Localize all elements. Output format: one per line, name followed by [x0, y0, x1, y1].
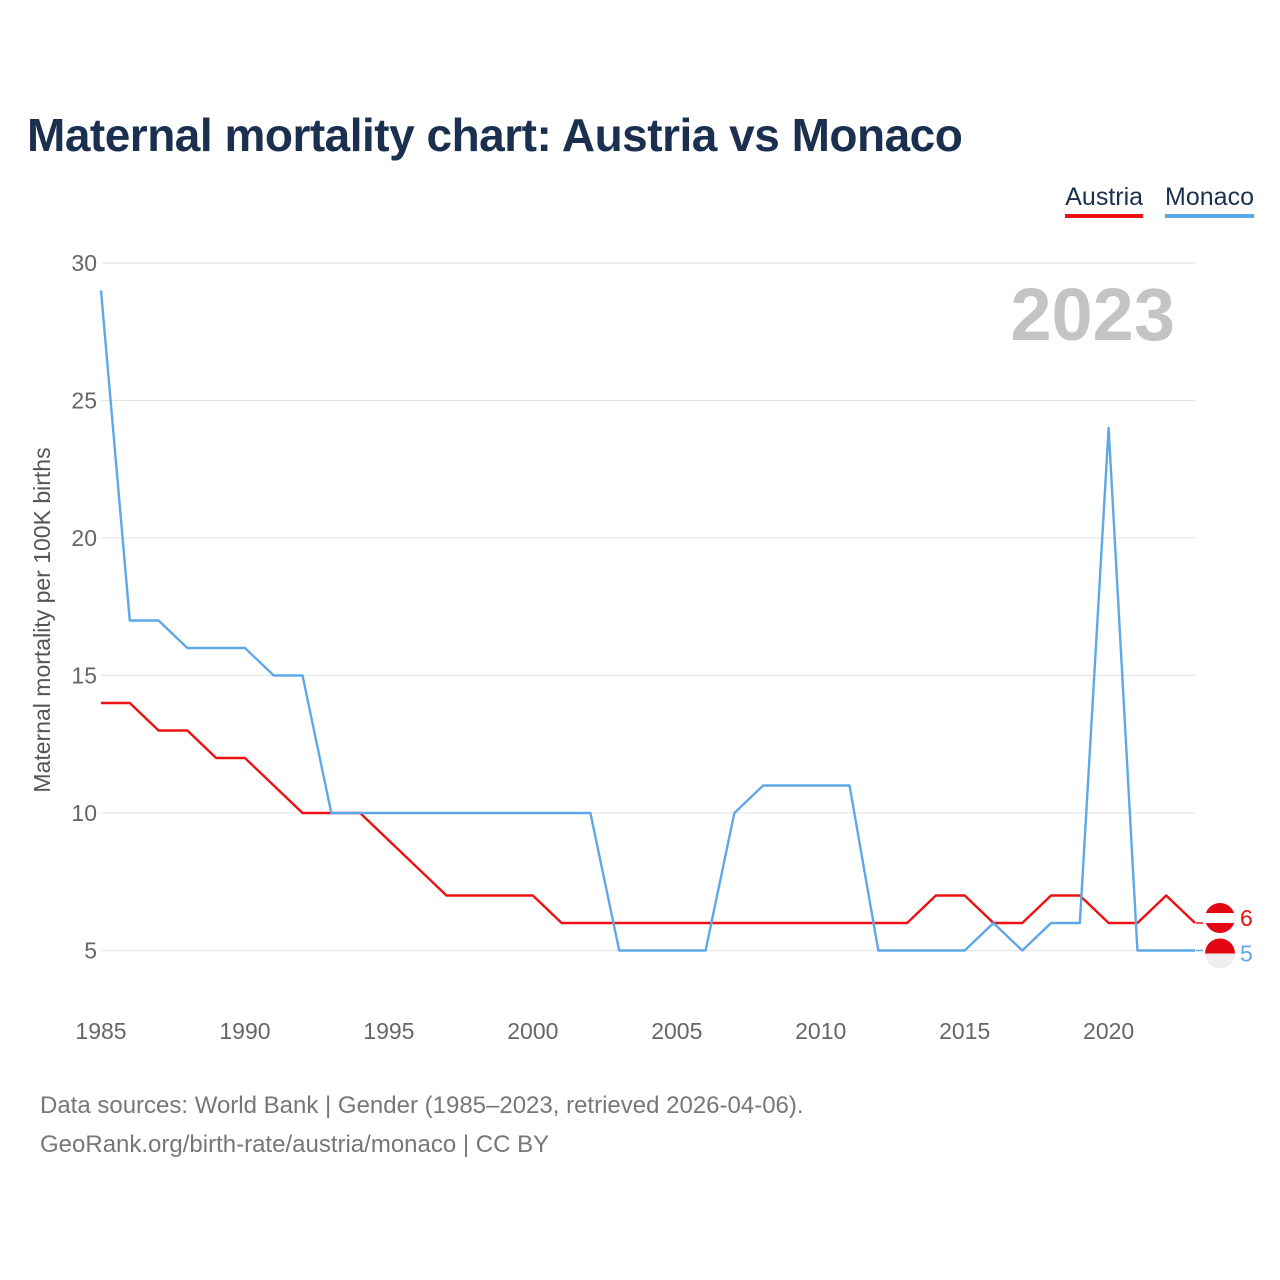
- series-lines: [99, 290, 1196, 952]
- year-watermark: 2023: [1010, 273, 1175, 356]
- monaco-flag-red: [1205, 938, 1235, 954]
- austria-flag-icon: [1205, 903, 1235, 933]
- x-tick-label: 1985: [75, 1018, 126, 1044]
- y-axis-label: Maternal mortality per 100K births: [29, 447, 55, 792]
- x-tick-label: 2015: [939, 1018, 990, 1044]
- y-tick-label: 30: [71, 250, 97, 276]
- y-tick-label: 10: [71, 800, 97, 826]
- x-tick-label: 2020: [1083, 1018, 1134, 1044]
- y-tick-label: 5: [84, 938, 97, 964]
- x-tick-label: 2000: [507, 1018, 558, 1044]
- monaco-flag-white: [1205, 953, 1235, 969]
- end-label-monaco: 5: [1240, 941, 1253, 967]
- sources-line-1: Data sources: World Bank | Gender (1985–…: [40, 1092, 804, 1119]
- y-tick-label: 20: [71, 525, 97, 551]
- sources-line-2[interactable]: GeoRank.org/birth-rate/austria/monaco | …: [40, 1131, 550, 1158]
- grid-lines: [101, 262, 1195, 952]
- x-tick-label: 2005: [651, 1018, 702, 1044]
- chart-title: Maternal mortality chart: Austria vs Mon…: [27, 109, 963, 161]
- legend: Austria Monaco: [1065, 183, 1254, 218]
- x-tick-label: 1995: [363, 1018, 414, 1044]
- x-tick-label: 2010: [795, 1018, 846, 1044]
- legend-item-monaco[interactable]: Monaco: [1165, 183, 1254, 218]
- series-line-monaco: [99, 290, 1195, 952]
- y-tick-label: 15: [71, 663, 97, 689]
- x-axis-ticks: 1985 1990 1995 2000 2005 2010 2015 2020: [75, 1018, 1134, 1044]
- legend-item-austria[interactable]: Austria: [1065, 183, 1144, 218]
- end-markers: 65: [1196, 903, 1253, 969]
- end-label-austria: 6: [1240, 905, 1253, 931]
- y-axis-ticks: 5 10 15 20 25 30: [71, 250, 97, 964]
- austria-flag-white: [1205, 913, 1235, 923]
- data-sources: Data sources: World Bank | Gender (1985–…: [40, 1086, 804, 1164]
- x-tick-label: 1990: [219, 1018, 270, 1044]
- monaco-flag-icon: [1205, 938, 1235, 969]
- y-tick-label: 25: [71, 388, 97, 414]
- series-line-austria: [101, 701, 1196, 925]
